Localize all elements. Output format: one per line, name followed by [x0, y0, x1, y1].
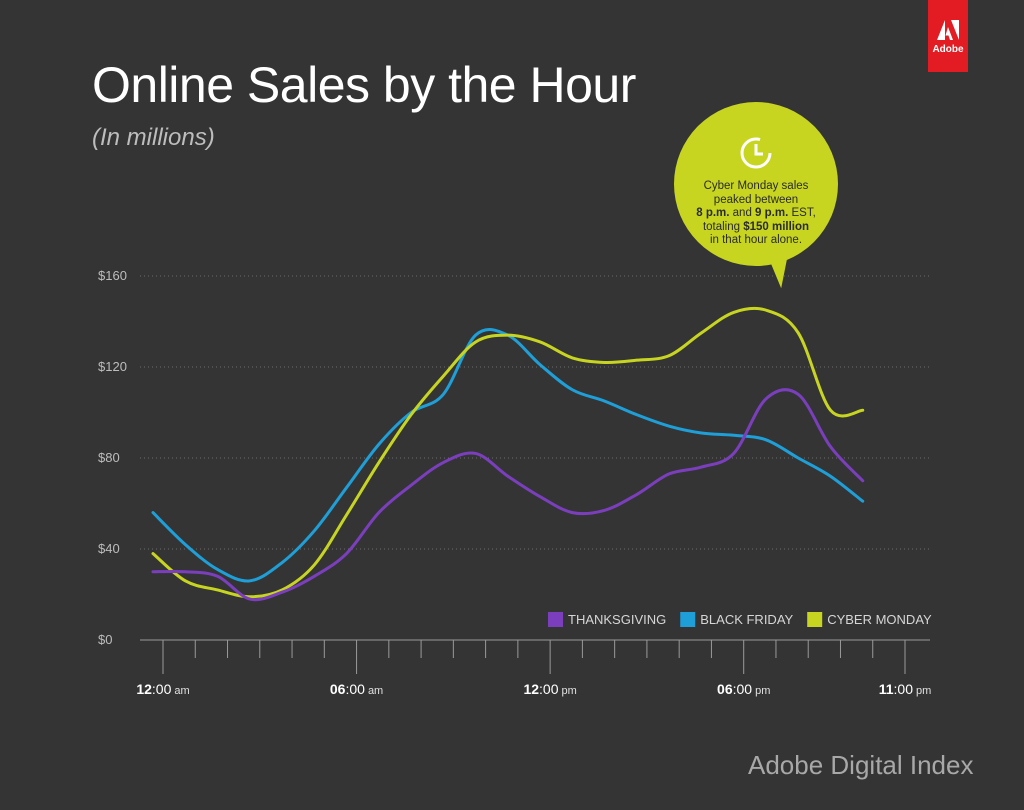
y-tick-label: $80: [98, 450, 120, 465]
chart-subtitle: (In millions): [92, 124, 215, 151]
x-tick-label: 06:00 am: [330, 681, 383, 697]
callout-text: Cyber Monday sales peaked between 8 p.m.…: [684, 180, 828, 248]
x-tick-label: 06:00 pm: [717, 681, 770, 697]
y-tick-label: $40: [98, 541, 120, 556]
callout-line5: in that hour alone.: [709, 234, 803, 246]
legend-swatch: [548, 612, 563, 627]
callout-bubble: Cyber Monday sales peaked between 8 p.m.…: [674, 102, 838, 266]
y-tick-label: $160: [98, 268, 127, 283]
callout-line3: 8 p.m. and 9 p.m. EST,: [696, 207, 816, 219]
legend-swatch: [807, 612, 823, 627]
legend-label: THANKSGIVING: [568, 612, 666, 627]
x-tick-label: 12:00 am: [136, 681, 189, 697]
x-axis: 12:00 am 06:00 am 12:00 pm 06:00 pm 11:00 pm: [136, 640, 931, 697]
adobe-logo-text: Adobe: [932, 44, 964, 55]
callout-line4: totaling $150 million: [702, 220, 810, 233]
callout-line2: peaked between: [713, 193, 799, 206]
y-tick-label: $120: [98, 359, 127, 374]
y-axis: $0 $40 $80 $120 $160: [98, 268, 127, 647]
adobe-logo: Adobe: [928, 0, 968, 72]
grid-lines: [140, 275, 930, 641]
x-tick-label: 12:00 pm: [523, 681, 576, 697]
series-line-cyber-monday: [151, 306, 865, 599]
legend-swatch: [680, 612, 696, 627]
series-line-thanksgiving: [151, 388, 865, 602]
callout-line1: Cyber Monday sales: [703, 180, 809, 192]
legend: THANKSGIVING BLACK FRIDAY CYBER MONDAY: [548, 612, 932, 627]
legend-label: BLACK FRIDAY: [700, 612, 793, 627]
chart-title: Online Sales by the Hour: [92, 57, 636, 113]
y-tick-label: $0: [98, 632, 112, 647]
x-tick-label: 11:00 pm: [879, 681, 932, 697]
footer-brand: Adobe Digital Index: [748, 750, 974, 780]
adobe-logo-icon: [937, 20, 959, 40]
clock-icon: [740, 137, 772, 169]
legend-label: CYBER MONDAY: [827, 612, 932, 627]
series-lines: [151, 306, 865, 602]
